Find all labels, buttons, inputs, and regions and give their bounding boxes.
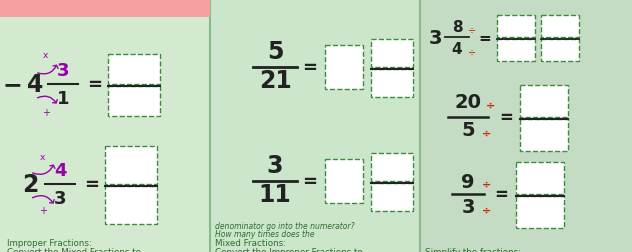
Text: +: + [39,205,47,215]
Bar [0,0,210,252]
Bar [520,86,568,117]
Text: 5: 5 [267,40,283,64]
Text: 20: 20 [454,93,482,112]
Text: Mixed Fractions:: Mixed Fractions: [215,238,286,247]
Text: denominator go into the numerator?: denominator go into the numerator? [215,221,355,230]
Bar [371,183,413,211]
Text: 11: 11 [258,182,291,206]
Bar [210,0,420,252]
Text: ÷: ÷ [485,101,495,111]
Text: 3: 3 [57,62,70,80]
Text: =: = [303,172,317,190]
Bar [105,186,157,224]
Text: ÷: ÷ [468,47,476,57]
Bar [520,119,568,151]
Text: ÷: ÷ [468,25,476,35]
Text: 2: 2 [22,172,38,196]
Text: Convert the Mixed Fractions to: Convert the Mixed Fractions to [7,247,141,252]
Text: +: + [42,108,50,117]
Text: 9: 9 [461,172,475,191]
Text: 5: 5 [461,121,475,140]
Text: 3: 3 [461,198,475,217]
Text: How many times does the: How many times does the [215,229,315,238]
Bar [0,0,210,18]
Bar [325,159,363,203]
Bar [497,40,535,62]
Text: 4: 4 [54,161,66,179]
Bar [497,16,535,38]
Bar [371,153,413,181]
Bar [105,146,157,184]
Bar [371,40,413,68]
Text: ÷: ÷ [482,179,490,189]
Text: =: = [494,185,508,203]
Text: =: = [499,109,513,127]
Bar [371,70,413,98]
Text: x: x [42,50,47,59]
Bar [420,0,632,252]
Text: x: x [39,152,45,161]
Bar [108,55,160,85]
Bar [516,196,564,228]
Text: Convert the Improper Fractions to: Convert the Improper Fractions to [215,247,363,252]
Text: =: = [87,76,102,94]
Bar [541,40,579,62]
Bar [541,16,579,38]
Text: 1: 1 [57,90,70,108]
Text: =: = [85,175,99,193]
Text: 21: 21 [258,69,291,93]
Text: 3: 3 [428,28,442,47]
Text: −: − [2,73,22,97]
Text: ÷: ÷ [482,205,490,215]
Text: Simplify the fractions:: Simplify the fractions: [425,247,521,252]
Text: 3: 3 [267,153,283,177]
Text: =: = [478,30,491,45]
Bar [108,87,160,116]
Text: 4: 4 [27,73,43,97]
Text: 3: 3 [54,189,66,207]
Text: Improper Fractions:: Improper Fractions: [7,238,92,247]
Bar [516,162,564,194]
Text: ÷: ÷ [482,129,490,138]
Bar [325,46,363,90]
Text: 4: 4 [452,41,463,56]
Text: 8: 8 [452,19,463,34]
Text: =: = [303,59,317,77]
